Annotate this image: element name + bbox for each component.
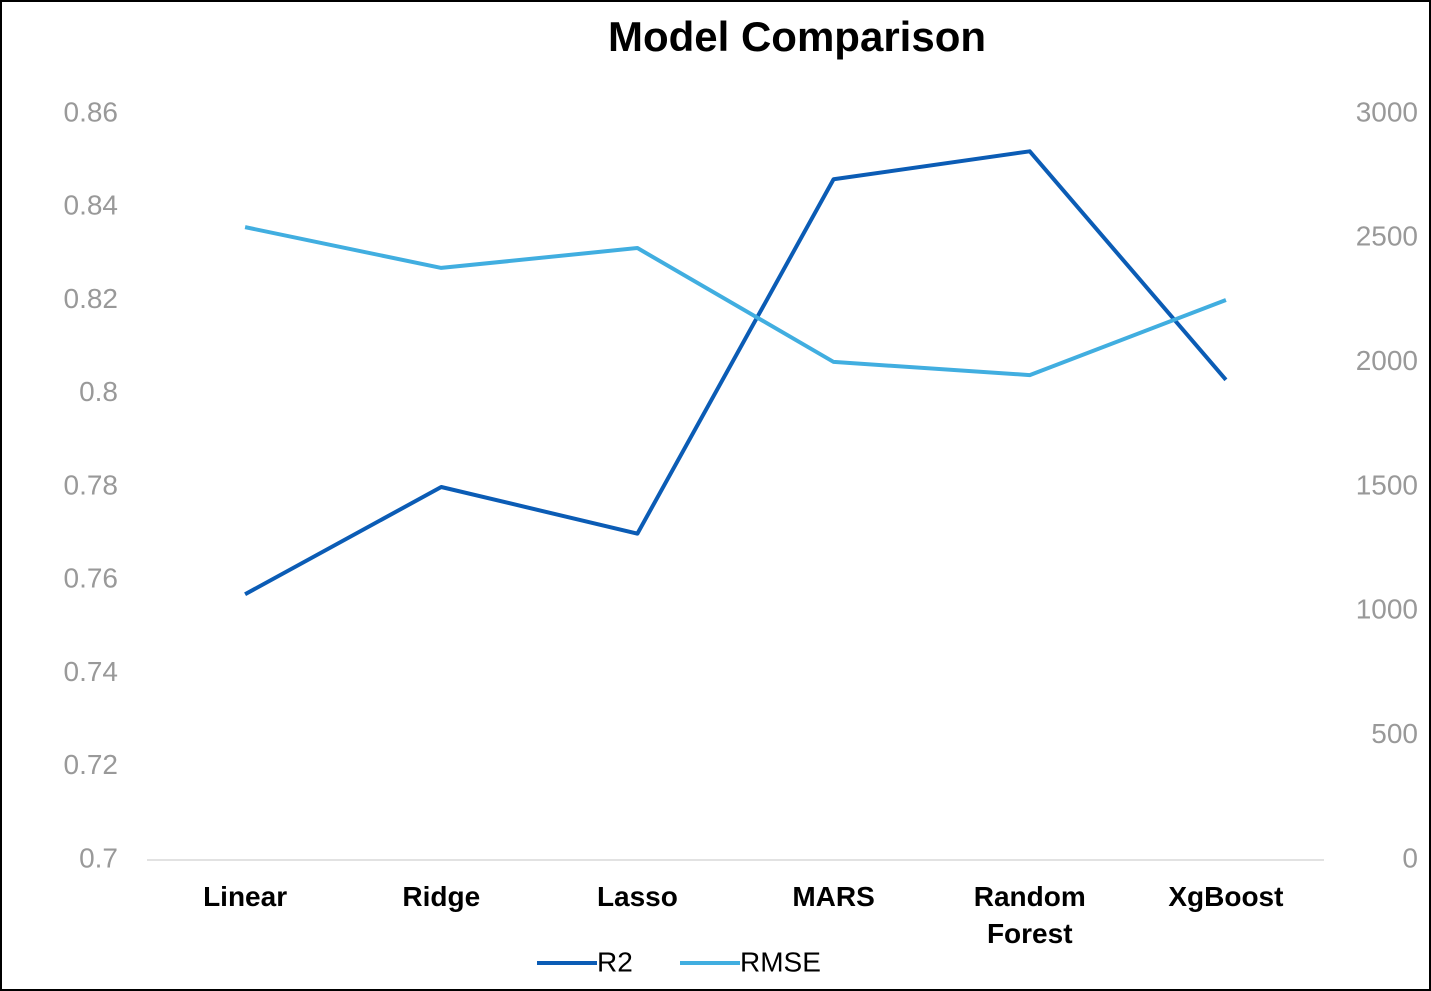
line-series	[244, 225, 1227, 378]
y2-tick-label: 1500	[1356, 469, 1418, 500]
y-tick-label: 0.7	[79, 842, 118, 873]
y2-tick-label: 2000	[1356, 345, 1418, 376]
y2-tick-label: 0	[1402, 842, 1418, 873]
y2-tick-label: 1000	[1356, 594, 1418, 625]
x-tick-label: XgBoost	[1168, 881, 1284, 912]
y-tick-label: 0.76	[64, 563, 119, 594]
y-tick-label: 0.8	[79, 376, 118, 407]
x-tick-label: Linear	[203, 881, 288, 912]
y-tick-label: 0.78	[64, 469, 119, 500]
y2-tick-label: 500	[1371, 718, 1418, 749]
y2-tick-label: 2500	[1356, 221, 1418, 252]
y-tick-label: 0.84	[64, 190, 119, 221]
line-series	[244, 149, 1228, 596]
y2-tick-label: 3000	[1356, 96, 1418, 127]
x-tick-label: MARS	[792, 881, 875, 912]
legend-label: R2	[597, 946, 633, 977]
x-tick-label: Random Forest	[973, 881, 1086, 949]
x-tick-label: Ridge	[402, 881, 481, 912]
legend-label: RMSE	[740, 946, 821, 977]
y-tick-label: 0.82	[64, 283, 119, 314]
y-tick-label: 0.86	[64, 96, 119, 127]
x-tick-label: Lasso	[596, 881, 678, 912]
y-tick-label: 0.74	[64, 656, 119, 687]
chart-title: Model Comparison	[608, 13, 986, 60]
y-tick-label: 0.72	[64, 749, 119, 780]
